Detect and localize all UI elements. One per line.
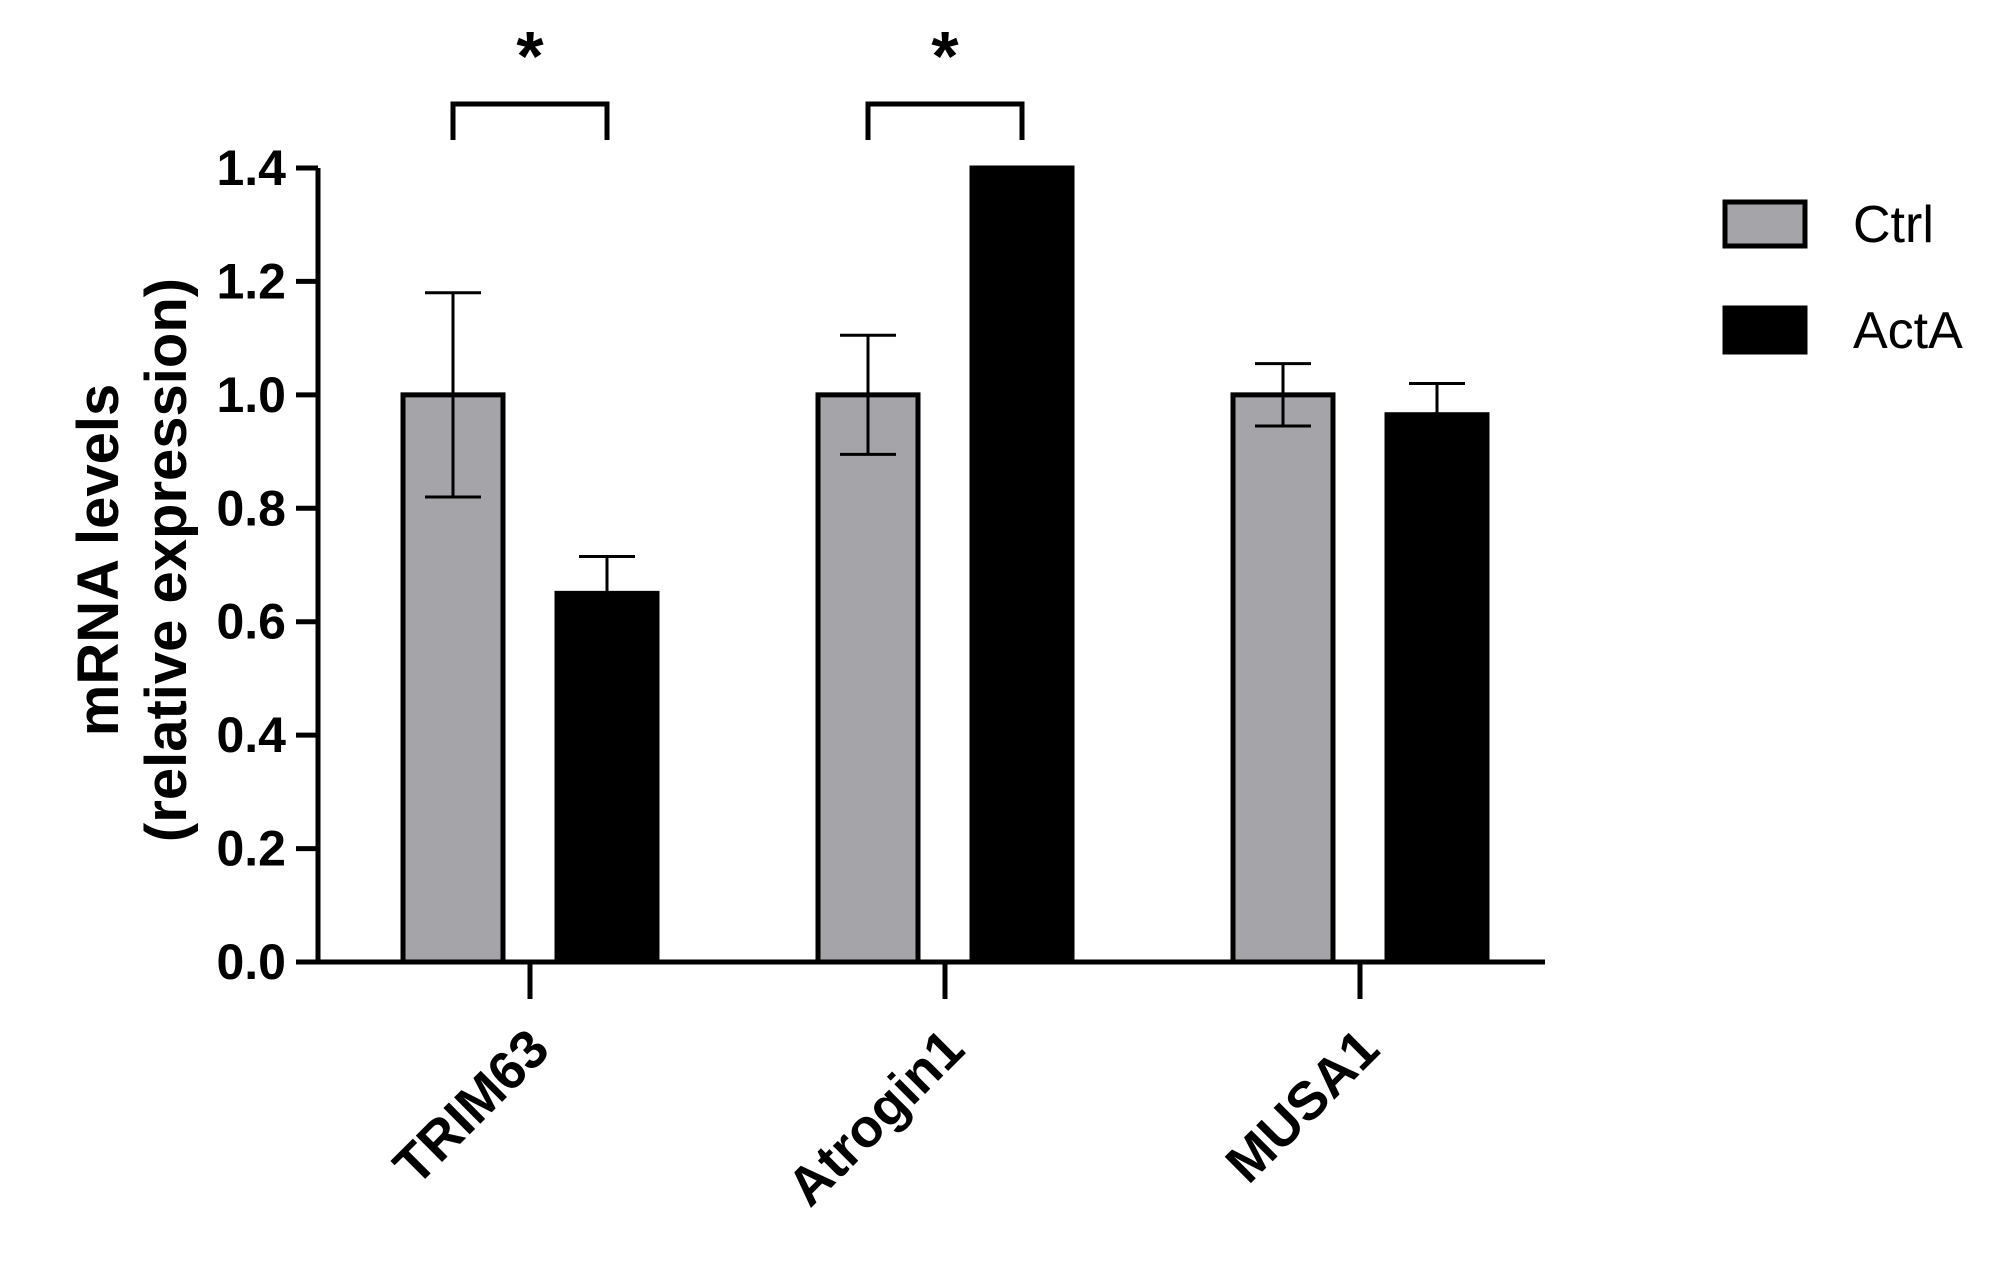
y-tick-label: 1.0	[216, 367, 286, 423]
x-tick-label: Atrogin1	[776, 1018, 975, 1217]
significance-bracket	[865, 101, 1025, 140]
x-tick-label: MUSA1	[1214, 1018, 1390, 1194]
significance-bracket	[450, 101, 610, 140]
y-tick-label: 0.2	[216, 821, 286, 877]
legend-swatch-acta	[1722, 305, 1808, 355]
legend-swatch-ctrl	[1722, 199, 1808, 249]
y-axis-title-line-1: mRNA levels	[66, 384, 131, 736]
y-tick-label: 0.6	[216, 594, 286, 650]
legend-label-ctrl: Ctrl	[1853, 196, 1934, 254]
legend-label-acta: ActA	[1853, 302, 1963, 360]
y-tick-label: 0.8	[216, 480, 286, 536]
bar-ctrl	[1230, 392, 1336, 965]
y-tick-label: 0.0	[216, 934, 286, 990]
significance-markers: * *	[450, 17, 1025, 140]
y-axis-title: mRNA levels (relative expression)	[66, 278, 199, 842]
bar-acta	[1384, 412, 1490, 965]
bar-acta	[554, 590, 660, 965]
bar-ctrl	[815, 392, 921, 965]
y-axis-title-line-2: (relative expression)	[134, 278, 199, 842]
y-tick-label: 0.4	[216, 707, 286, 763]
error-bars	[425, 291, 1465, 594]
x-tick-label: TRIM63	[382, 1018, 560, 1196]
significance-asterisk: *	[931, 17, 959, 95]
legend: Ctrl ActA	[1722, 196, 1963, 360]
significance-asterisk: *	[516, 17, 544, 95]
y-tick-label: 1.2	[216, 253, 286, 309]
bar-acta	[969, 165, 1075, 965]
bars	[400, 165, 1490, 965]
y-tick-label: 1.4	[216, 140, 286, 196]
